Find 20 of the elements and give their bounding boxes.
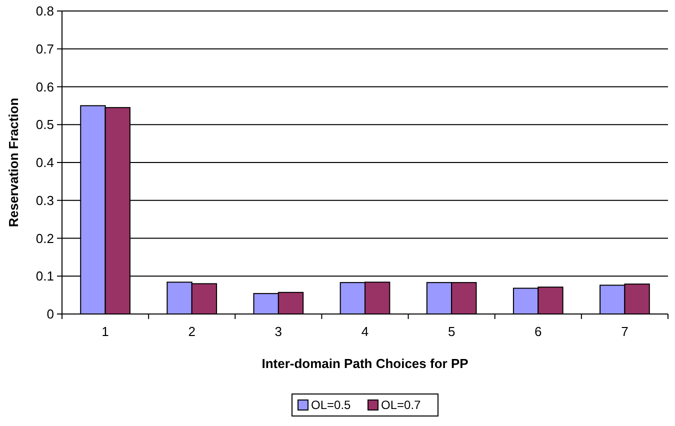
y-tick-label: 0 xyxy=(46,306,54,322)
y-tick-label: 0.4 xyxy=(36,155,54,170)
x-tick-label: 6 xyxy=(534,324,542,339)
x-tick-label: 4 xyxy=(361,324,369,339)
y-tick-label: 0.8 xyxy=(36,4,54,19)
legend-label: OL=0.5 xyxy=(311,398,352,412)
legend-label: OL=0.7 xyxy=(381,398,422,412)
y-axis-title: Reservation Fraction xyxy=(6,98,21,228)
x-tick-label: 5 xyxy=(448,324,456,339)
x-axis-title: Inter-domain Path Choices for PP xyxy=(262,356,469,371)
x-tick-label: 3 xyxy=(274,324,282,339)
y-tick-label: 0.7 xyxy=(36,41,54,56)
y-tick-label: 0.2 xyxy=(36,230,54,246)
x-tick-label: 2 xyxy=(188,324,196,339)
y-tick-label: 0.3 xyxy=(36,192,54,208)
y-tick-label: 0.1 xyxy=(36,268,54,284)
y-tick-label: 0.6 xyxy=(36,79,54,94)
x-tick-label: 7 xyxy=(621,324,628,339)
y-tick-label: 0.5 xyxy=(36,117,54,132)
x-tick-label: 1 xyxy=(102,324,109,339)
